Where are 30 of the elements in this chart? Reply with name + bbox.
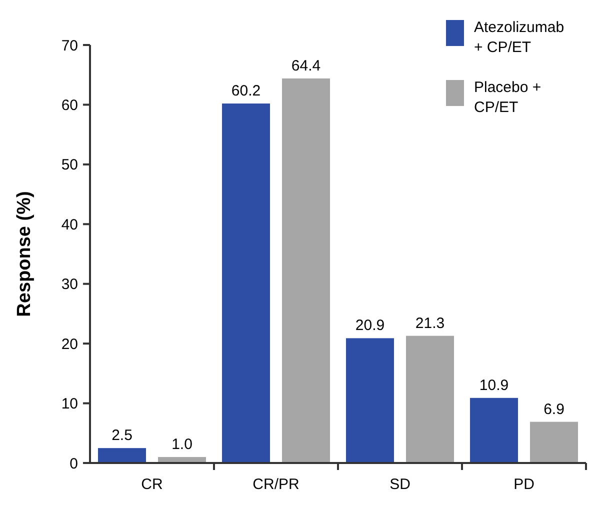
bar [222, 104, 270, 463]
x-tick-label: PD [514, 476, 535, 493]
data-label: 10.9 [479, 376, 509, 394]
y-axis-title: Response (%) [14, 191, 35, 317]
bar [282, 78, 330, 463]
data-label: 20.9 [355, 317, 385, 334]
x-tick-label: SD [390, 476, 411, 493]
bar [406, 336, 454, 463]
bar [530, 422, 578, 463]
bar [470, 398, 518, 463]
y-tick-label: 10 [61, 396, 78, 413]
data-label: 1.0 [172, 436, 192, 454]
y-tick-label: 40 [61, 216, 78, 234]
data-label: 64.4 [291, 57, 321, 74]
bar [346, 338, 394, 463]
data-label: 6.9 [544, 400, 564, 418]
y-tick-label: 60 [61, 96, 78, 114]
legend-label: Atezolizumab + CP/ET [474, 19, 564, 56]
data-label: 60.2 [231, 82, 261, 100]
y-tick-label: 0 [70, 455, 78, 472]
y-tick-label: 20 [61, 336, 78, 353]
bar [98, 448, 146, 463]
data-label: 21.3 [415, 314, 445, 332]
y-tick-label: 70 [61, 37, 78, 54]
data-label: 2.5 [112, 427, 132, 444]
x-tick-label: CR/PR [252, 476, 300, 493]
y-tick-label: 50 [61, 156, 78, 174]
y-tick-label: 30 [61, 276, 78, 294]
legend-label: Placebo + CP/ET [474, 79, 542, 116]
x-tick-label: CR [141, 476, 163, 493]
